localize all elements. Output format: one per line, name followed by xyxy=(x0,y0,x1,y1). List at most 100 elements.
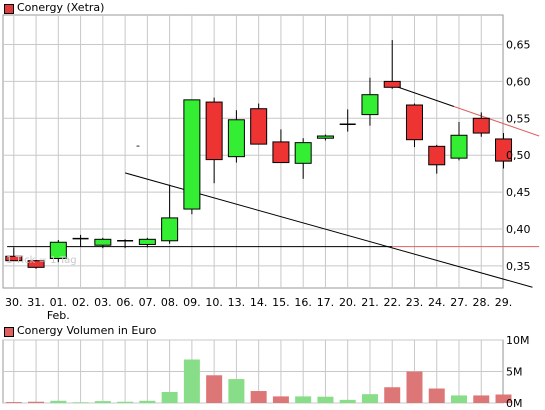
candle xyxy=(339,109,356,132)
price-y-tick-label: 0,65 xyxy=(506,39,531,52)
x-tick-label: 30. xyxy=(5,296,23,309)
candle-body xyxy=(294,142,312,164)
volume-bar xyxy=(339,399,356,403)
candle xyxy=(94,237,112,249)
candle-body xyxy=(94,238,112,246)
x-tick-label: 07. xyxy=(139,296,157,309)
x-tick-label: 22. xyxy=(383,296,401,309)
candle xyxy=(405,103,423,148)
volume-bar xyxy=(139,400,156,403)
x-tick-label: 24. xyxy=(428,296,446,309)
x-tick-label: 02. xyxy=(72,296,90,309)
x-tick-label: 29. xyxy=(495,296,513,309)
candle-body xyxy=(383,80,401,88)
volume-bar xyxy=(94,401,111,403)
price-y-tick-label: 0,55 xyxy=(506,112,531,125)
candle-body xyxy=(405,104,423,141)
candle xyxy=(294,138,312,179)
candle-body xyxy=(27,260,45,268)
volume-bar xyxy=(161,391,178,403)
volume-y-tick-label: 10M xyxy=(506,334,530,347)
x-tick-label: 10. xyxy=(205,296,223,309)
candle-body xyxy=(5,255,23,262)
volume-bar xyxy=(228,379,245,403)
volume-bar xyxy=(451,395,467,403)
watermark-text: 1 Tick = 1 Tag xyxy=(6,255,77,266)
price-legend-label: Conergy (Xetra) xyxy=(17,1,105,14)
candle xyxy=(272,129,290,164)
candle-body xyxy=(450,134,468,159)
candle-body xyxy=(472,117,490,134)
volume-bar xyxy=(183,359,200,403)
volume-bar xyxy=(250,391,267,403)
minus-marker: - xyxy=(136,139,140,152)
candle-body xyxy=(49,241,67,259)
x-tick-label: 27. xyxy=(450,296,468,309)
candle-body xyxy=(138,238,156,245)
volume-bar xyxy=(317,396,334,403)
x-tick-label: 20. xyxy=(339,296,357,309)
x-tick-label: 16. xyxy=(294,296,312,309)
x-month-label: Feb. xyxy=(47,309,70,322)
candle-body xyxy=(428,145,446,166)
volume-bar xyxy=(50,400,67,403)
candle-body xyxy=(205,101,223,161)
volume-bar xyxy=(473,395,490,403)
price-y-tick-label: 0,60 xyxy=(506,75,531,88)
volume-legend-swatch xyxy=(4,327,14,337)
volume-bar xyxy=(206,375,223,403)
volume-bar xyxy=(72,402,89,403)
x-tick-label: 15. xyxy=(272,296,290,309)
price-plot-area xyxy=(2,14,504,289)
candle xyxy=(316,134,334,141)
volume-bar xyxy=(272,396,289,403)
x-tick-label: 28. xyxy=(473,296,491,309)
x-tick-label: 31. xyxy=(27,296,45,309)
x-tick-label: 13. xyxy=(228,296,246,309)
volume-bar xyxy=(406,371,423,403)
volume-legend-label: Conergy Volumen in Euro xyxy=(17,324,157,337)
candle xyxy=(495,133,513,169)
x-tick-label: 03. xyxy=(94,296,112,309)
volume-bar xyxy=(361,394,378,403)
candle xyxy=(138,237,156,248)
candle xyxy=(250,103,268,145)
price-y-tick-label: 0,50 xyxy=(506,149,531,162)
price-y-tick-label: 0,45 xyxy=(506,186,531,199)
x-tick-label: 21. xyxy=(361,296,379,309)
x-tick-label: 08. xyxy=(161,296,179,309)
candle-body xyxy=(161,217,179,242)
x-tick-label: 14. xyxy=(250,296,268,309)
volume-bar xyxy=(384,387,401,403)
candle-body xyxy=(183,99,201,210)
candle xyxy=(27,259,45,269)
candle xyxy=(472,112,490,137)
resistance-line-projection xyxy=(453,106,540,137)
resistance-line xyxy=(392,84,455,107)
price-y-tick-label: 0,35 xyxy=(506,260,531,273)
candle xyxy=(183,99,201,215)
x-tick-label: 06. xyxy=(116,296,134,309)
candle xyxy=(72,234,89,247)
candle xyxy=(383,40,401,89)
volume-bar xyxy=(495,394,512,403)
candle-body xyxy=(316,135,334,139)
volume-bar xyxy=(28,401,45,403)
candle-body xyxy=(272,141,290,164)
candle-body xyxy=(495,138,513,162)
volume-bar xyxy=(295,396,312,403)
price-legend-swatch xyxy=(4,4,14,14)
x-tick-label: 01. xyxy=(50,296,68,309)
x-tick-label: 09. xyxy=(183,296,201,309)
candle-body xyxy=(361,94,379,116)
volume-bar xyxy=(5,402,22,403)
volume-y-tick-label: 5M xyxy=(506,366,523,379)
candle xyxy=(5,247,23,262)
candle xyxy=(117,239,134,249)
candle-body xyxy=(227,119,245,158)
x-tick-label: 17. xyxy=(317,296,335,309)
price-y-tick-label: 0,40 xyxy=(506,223,531,236)
candle-body xyxy=(250,108,268,145)
